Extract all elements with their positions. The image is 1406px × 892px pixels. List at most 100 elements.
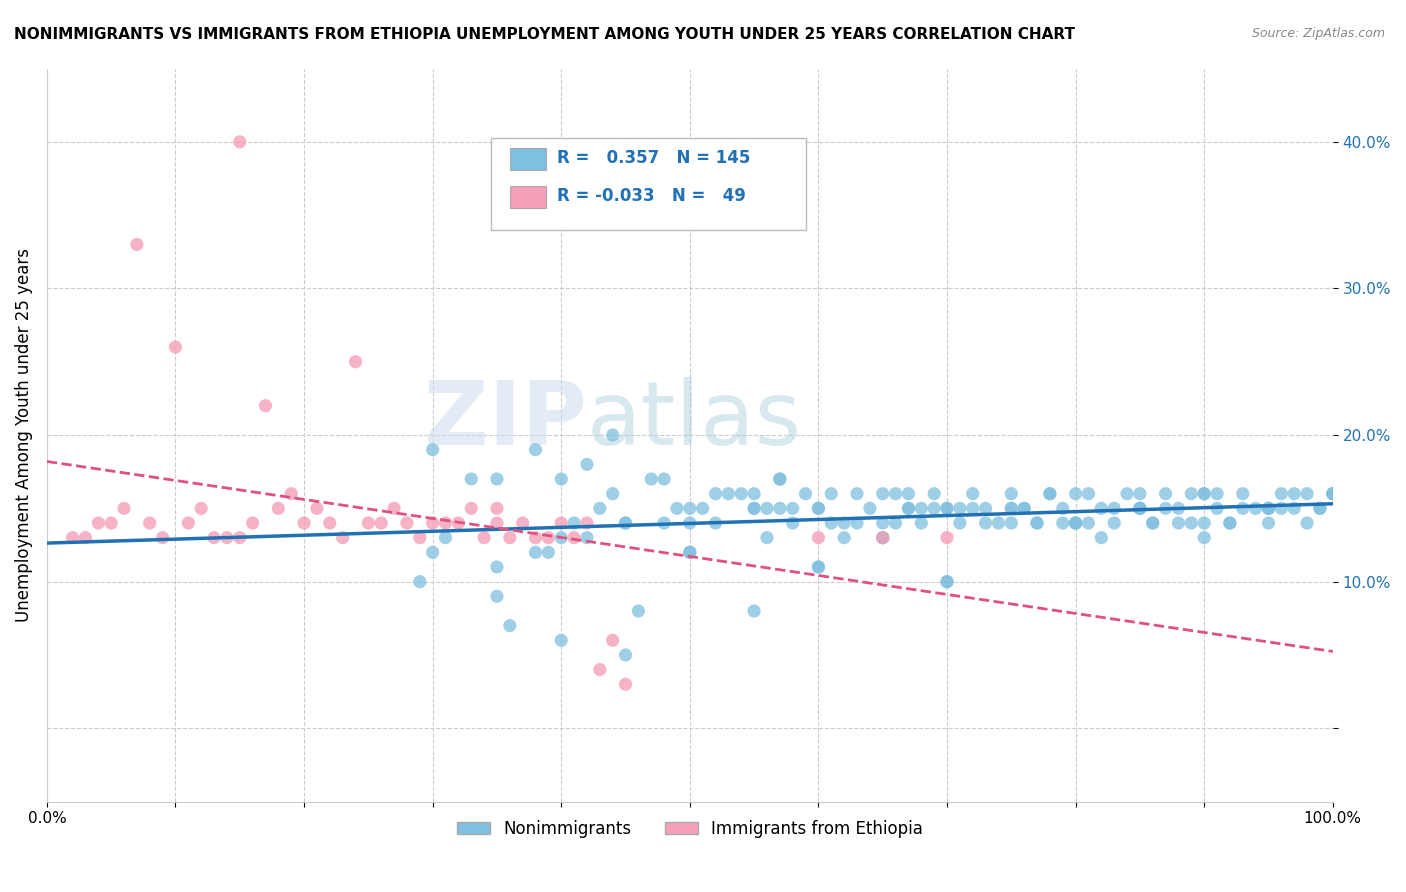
Point (409, 574, 432, 589)
Point (1129, 501, 1152, 516)
Point (1039, 486, 1062, 500)
Point (524, 442, 547, 457)
Point (382, 501, 405, 516)
Point (717, 486, 740, 500)
Point (1322, 486, 1344, 500)
Point (1322, 486, 1344, 500)
FancyBboxPatch shape (510, 186, 546, 208)
Point (769, 472, 792, 486)
Point (254, 399, 277, 413)
Point (1192, 486, 1215, 500)
Point (292, 516, 315, 530)
Point (62, 531, 84, 545)
Point (434, 516, 457, 530)
Point (679, 516, 702, 530)
Point (807, 560, 830, 574)
Text: ZIP: ZIP (425, 377, 586, 464)
Point (1154, 501, 1177, 516)
Point (884, 486, 907, 500)
Point (1064, 516, 1087, 530)
Point (1180, 516, 1202, 530)
Point (550, 472, 572, 486)
Point (1000, 501, 1022, 516)
Point (756, 531, 779, 545)
Point (1206, 486, 1229, 500)
Point (897, 501, 920, 516)
Text: Source: ZipAtlas.com: Source: ZipAtlas.com (1251, 27, 1385, 40)
Point (949, 501, 972, 516)
Point (820, 486, 842, 500)
Point (614, 516, 637, 530)
Point (589, 501, 612, 516)
Point (125, 237, 148, 252)
Point (485, 472, 508, 486)
Point (1142, 516, 1164, 530)
Point (1129, 486, 1152, 500)
Point (1102, 501, 1125, 516)
Point (987, 516, 1010, 530)
Point (152, 531, 174, 545)
Point (242, 516, 264, 530)
Point (575, 458, 598, 472)
Point (87, 516, 110, 530)
Point (332, 531, 354, 545)
Point (782, 516, 804, 530)
Point (1026, 516, 1049, 530)
Point (1154, 486, 1177, 500)
Point (267, 501, 290, 516)
Point (614, 677, 637, 691)
Text: atlas: atlas (586, 377, 801, 464)
Point (627, 604, 650, 618)
Point (807, 501, 830, 516)
Point (679, 545, 702, 559)
Point (602, 428, 624, 442)
Point (1064, 516, 1087, 530)
Point (1257, 516, 1279, 530)
Point (922, 501, 945, 516)
Point (1129, 501, 1152, 516)
Point (1077, 486, 1099, 500)
Point (1000, 516, 1022, 530)
Point (614, 648, 637, 662)
Point (602, 633, 624, 648)
Point (832, 531, 855, 545)
Point (472, 531, 495, 545)
Point (485, 560, 508, 574)
Point (575, 531, 598, 545)
Point (807, 501, 830, 516)
Point (807, 560, 830, 574)
Point (782, 501, 804, 516)
Point (794, 486, 817, 500)
Point (884, 516, 907, 530)
Point (319, 516, 342, 530)
Point (537, 545, 560, 559)
Point (1257, 501, 1279, 516)
Point (550, 531, 572, 545)
Point (1192, 531, 1215, 545)
Point (357, 516, 380, 530)
Point (846, 486, 869, 500)
Point (1282, 486, 1305, 500)
Point (1012, 501, 1035, 516)
Point (652, 516, 675, 530)
Point (962, 486, 984, 500)
Point (652, 472, 675, 486)
Point (575, 516, 598, 530)
Point (485, 501, 508, 516)
Point (75, 531, 97, 545)
Point (640, 472, 662, 486)
Point (872, 486, 894, 500)
Point (1052, 501, 1074, 516)
Point (704, 516, 727, 530)
Point (1167, 516, 1189, 530)
Y-axis label: Unemployment Among Youth under 25 years: Unemployment Among Youth under 25 years (15, 248, 32, 622)
Point (679, 501, 702, 516)
Point (100, 516, 122, 530)
Point (692, 501, 714, 516)
Point (422, 516, 444, 530)
Point (1064, 516, 1087, 530)
Point (1309, 501, 1331, 516)
Point (550, 633, 572, 648)
Point (589, 663, 612, 677)
Point (422, 545, 444, 559)
